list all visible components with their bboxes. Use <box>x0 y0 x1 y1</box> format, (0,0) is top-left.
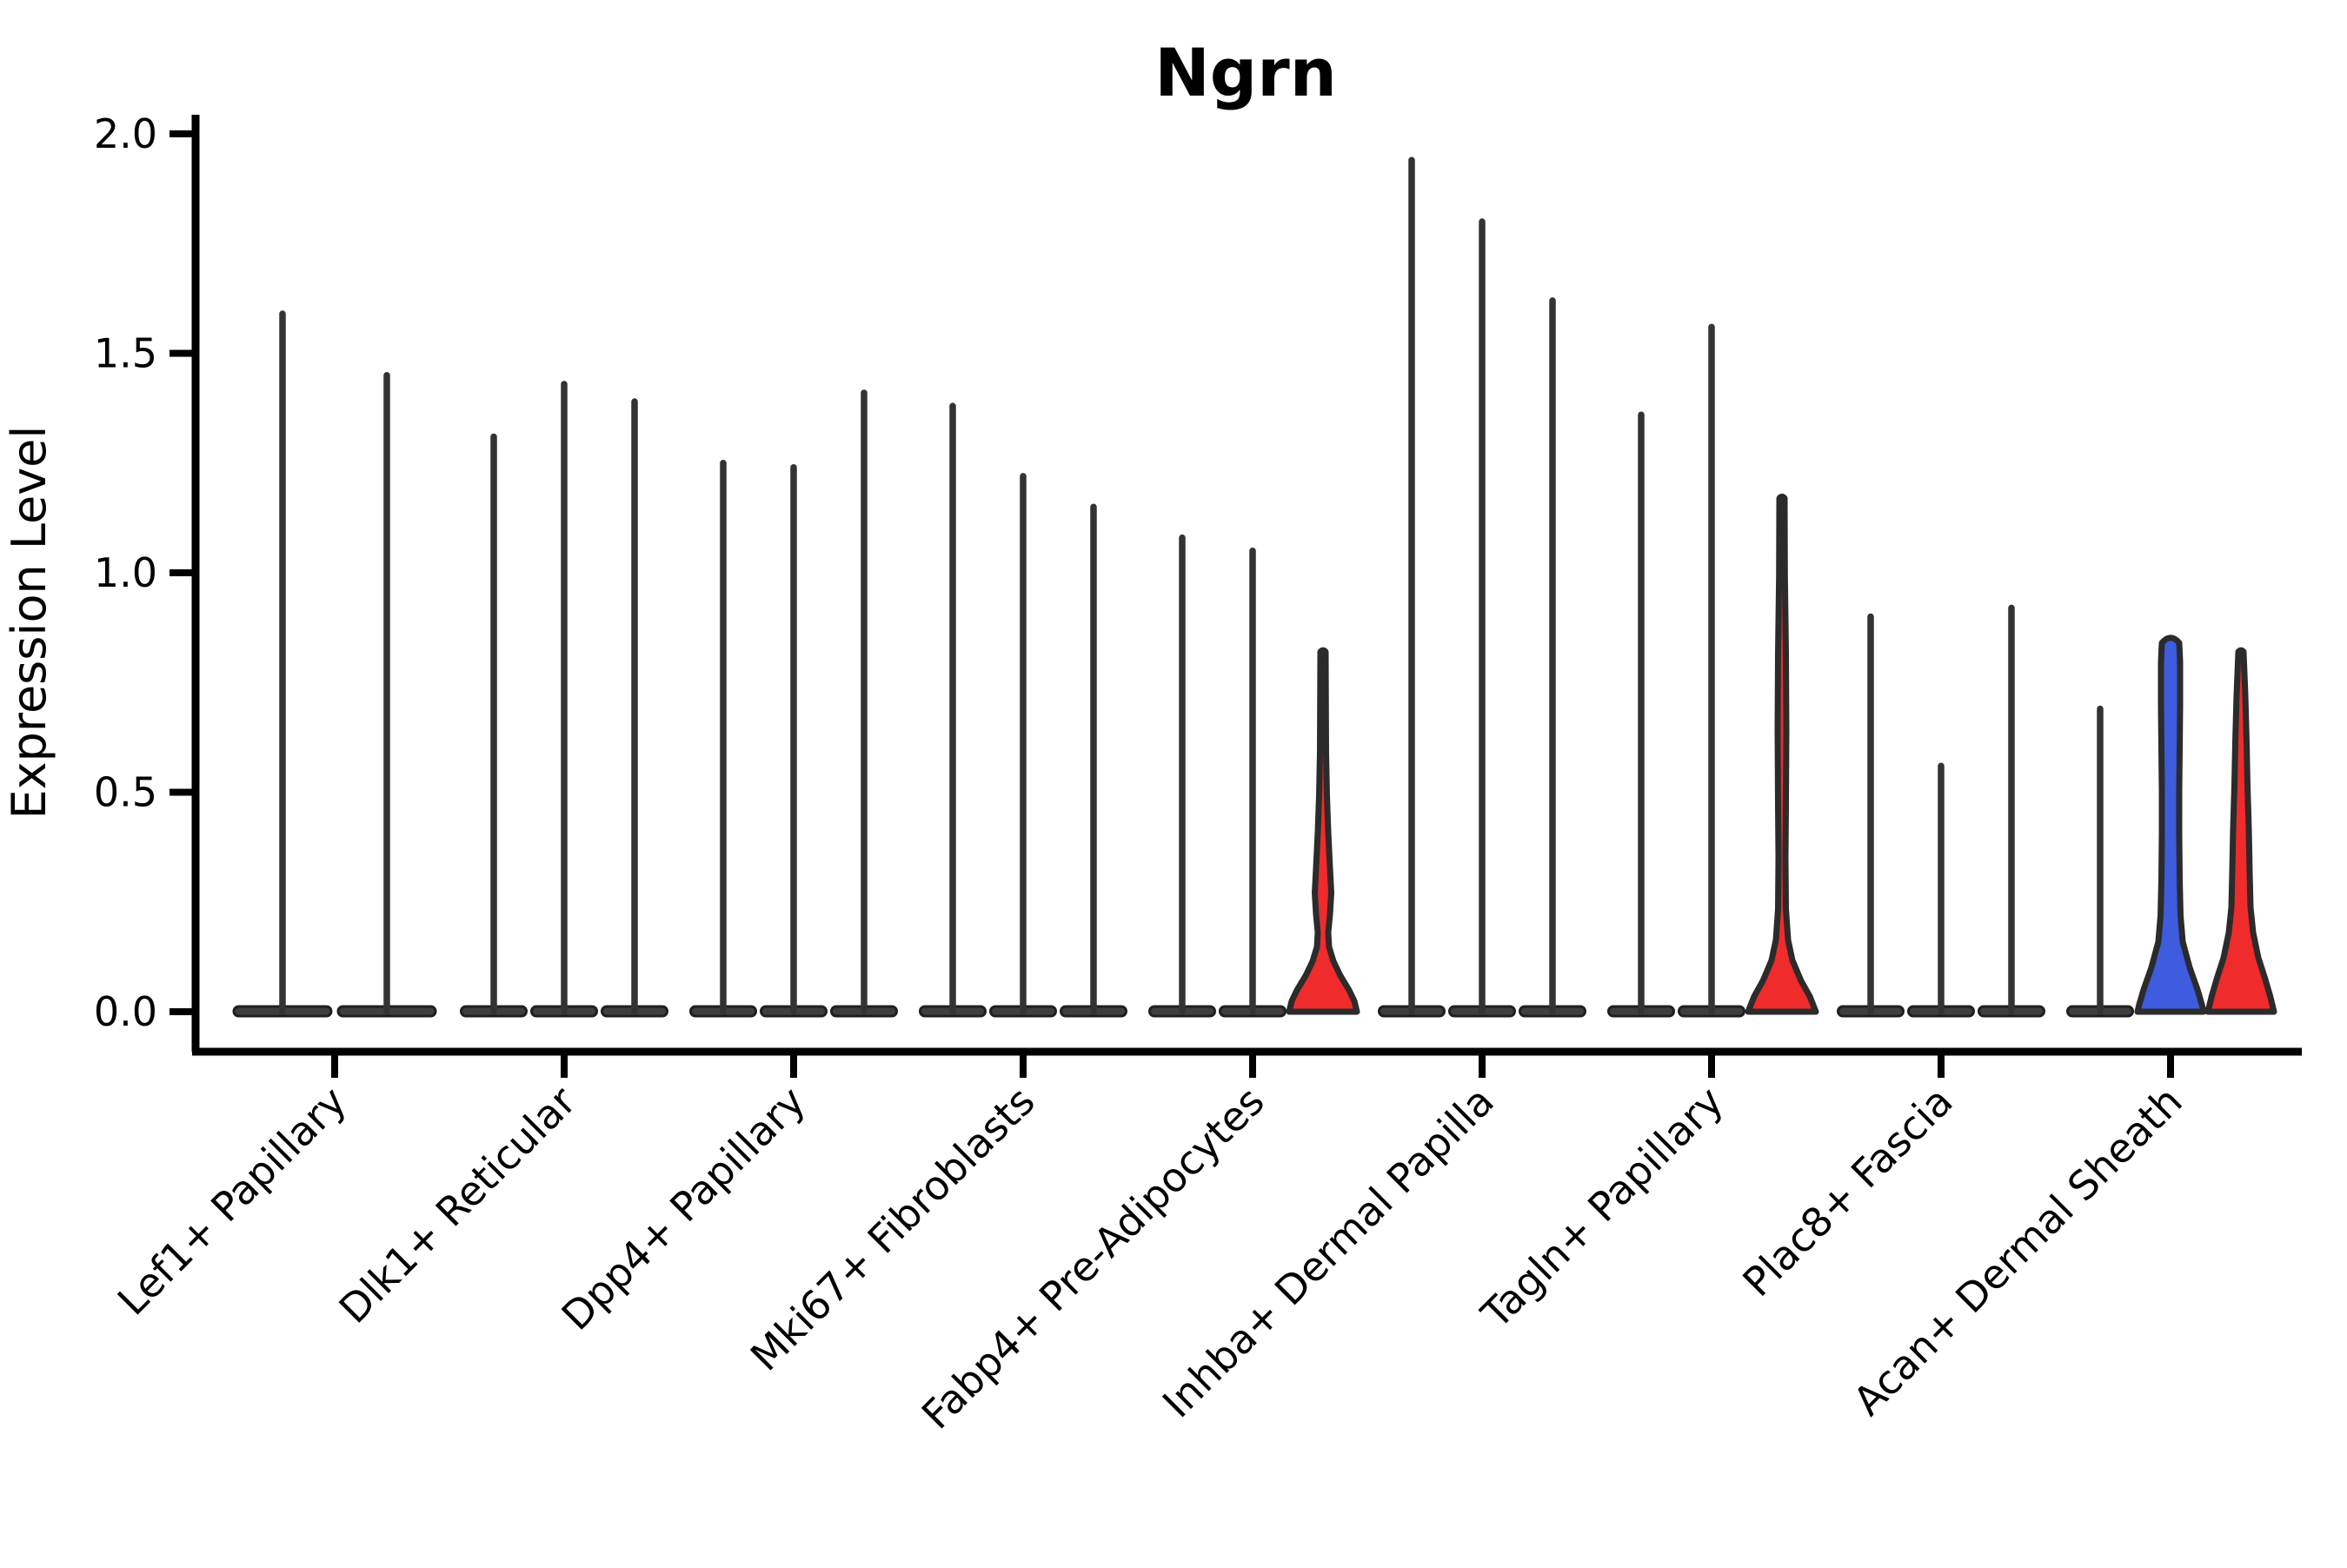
x-tick-label: Lef1+ Papillary <box>109 1078 356 1325</box>
violin-body-red <box>1286 647 1360 1015</box>
x-tick-label: Tagln+ Papillary <box>1472 1078 1732 1339</box>
y-axis-label: Expression Level <box>2 426 57 820</box>
x-tick-label: Dpp4+ Papillary <box>553 1078 814 1339</box>
violin-group <box>1837 604 2045 1018</box>
x-tick-label: Dlk1+ Reticular <box>330 1078 585 1332</box>
violin-group <box>1378 156 1586 1018</box>
axes-layer: 0.0 0.5 1.0 1.5 2.0 <box>94 110 2302 1078</box>
y-tick-label: 0.0 <box>94 988 157 1035</box>
violin-group <box>232 310 437 1018</box>
violin-group <box>460 381 668 1018</box>
violin-group <box>919 402 1127 1018</box>
y-tick-label: 2.0 <box>94 110 157 157</box>
y-tick-label: 0.5 <box>94 769 157 816</box>
violin-body-red <box>1745 493 1819 1015</box>
x-tick-label: Plac8+ Fascia <box>1733 1078 1961 1306</box>
violin-group <box>1148 534 1360 1018</box>
violin-body-blue <box>2134 635 2207 1015</box>
violin-group <box>689 389 898 1018</box>
violin-group <box>1607 323 1819 1018</box>
violin-group <box>2066 635 2277 1018</box>
y-tick-label: 1.0 <box>94 549 157 596</box>
violin-layer <box>232 156 2277 1018</box>
chart-title: Ngrn <box>1154 34 1337 111</box>
violin-body-red <box>2204 647 2277 1015</box>
y-tick-label: 1.5 <box>94 330 157 377</box>
